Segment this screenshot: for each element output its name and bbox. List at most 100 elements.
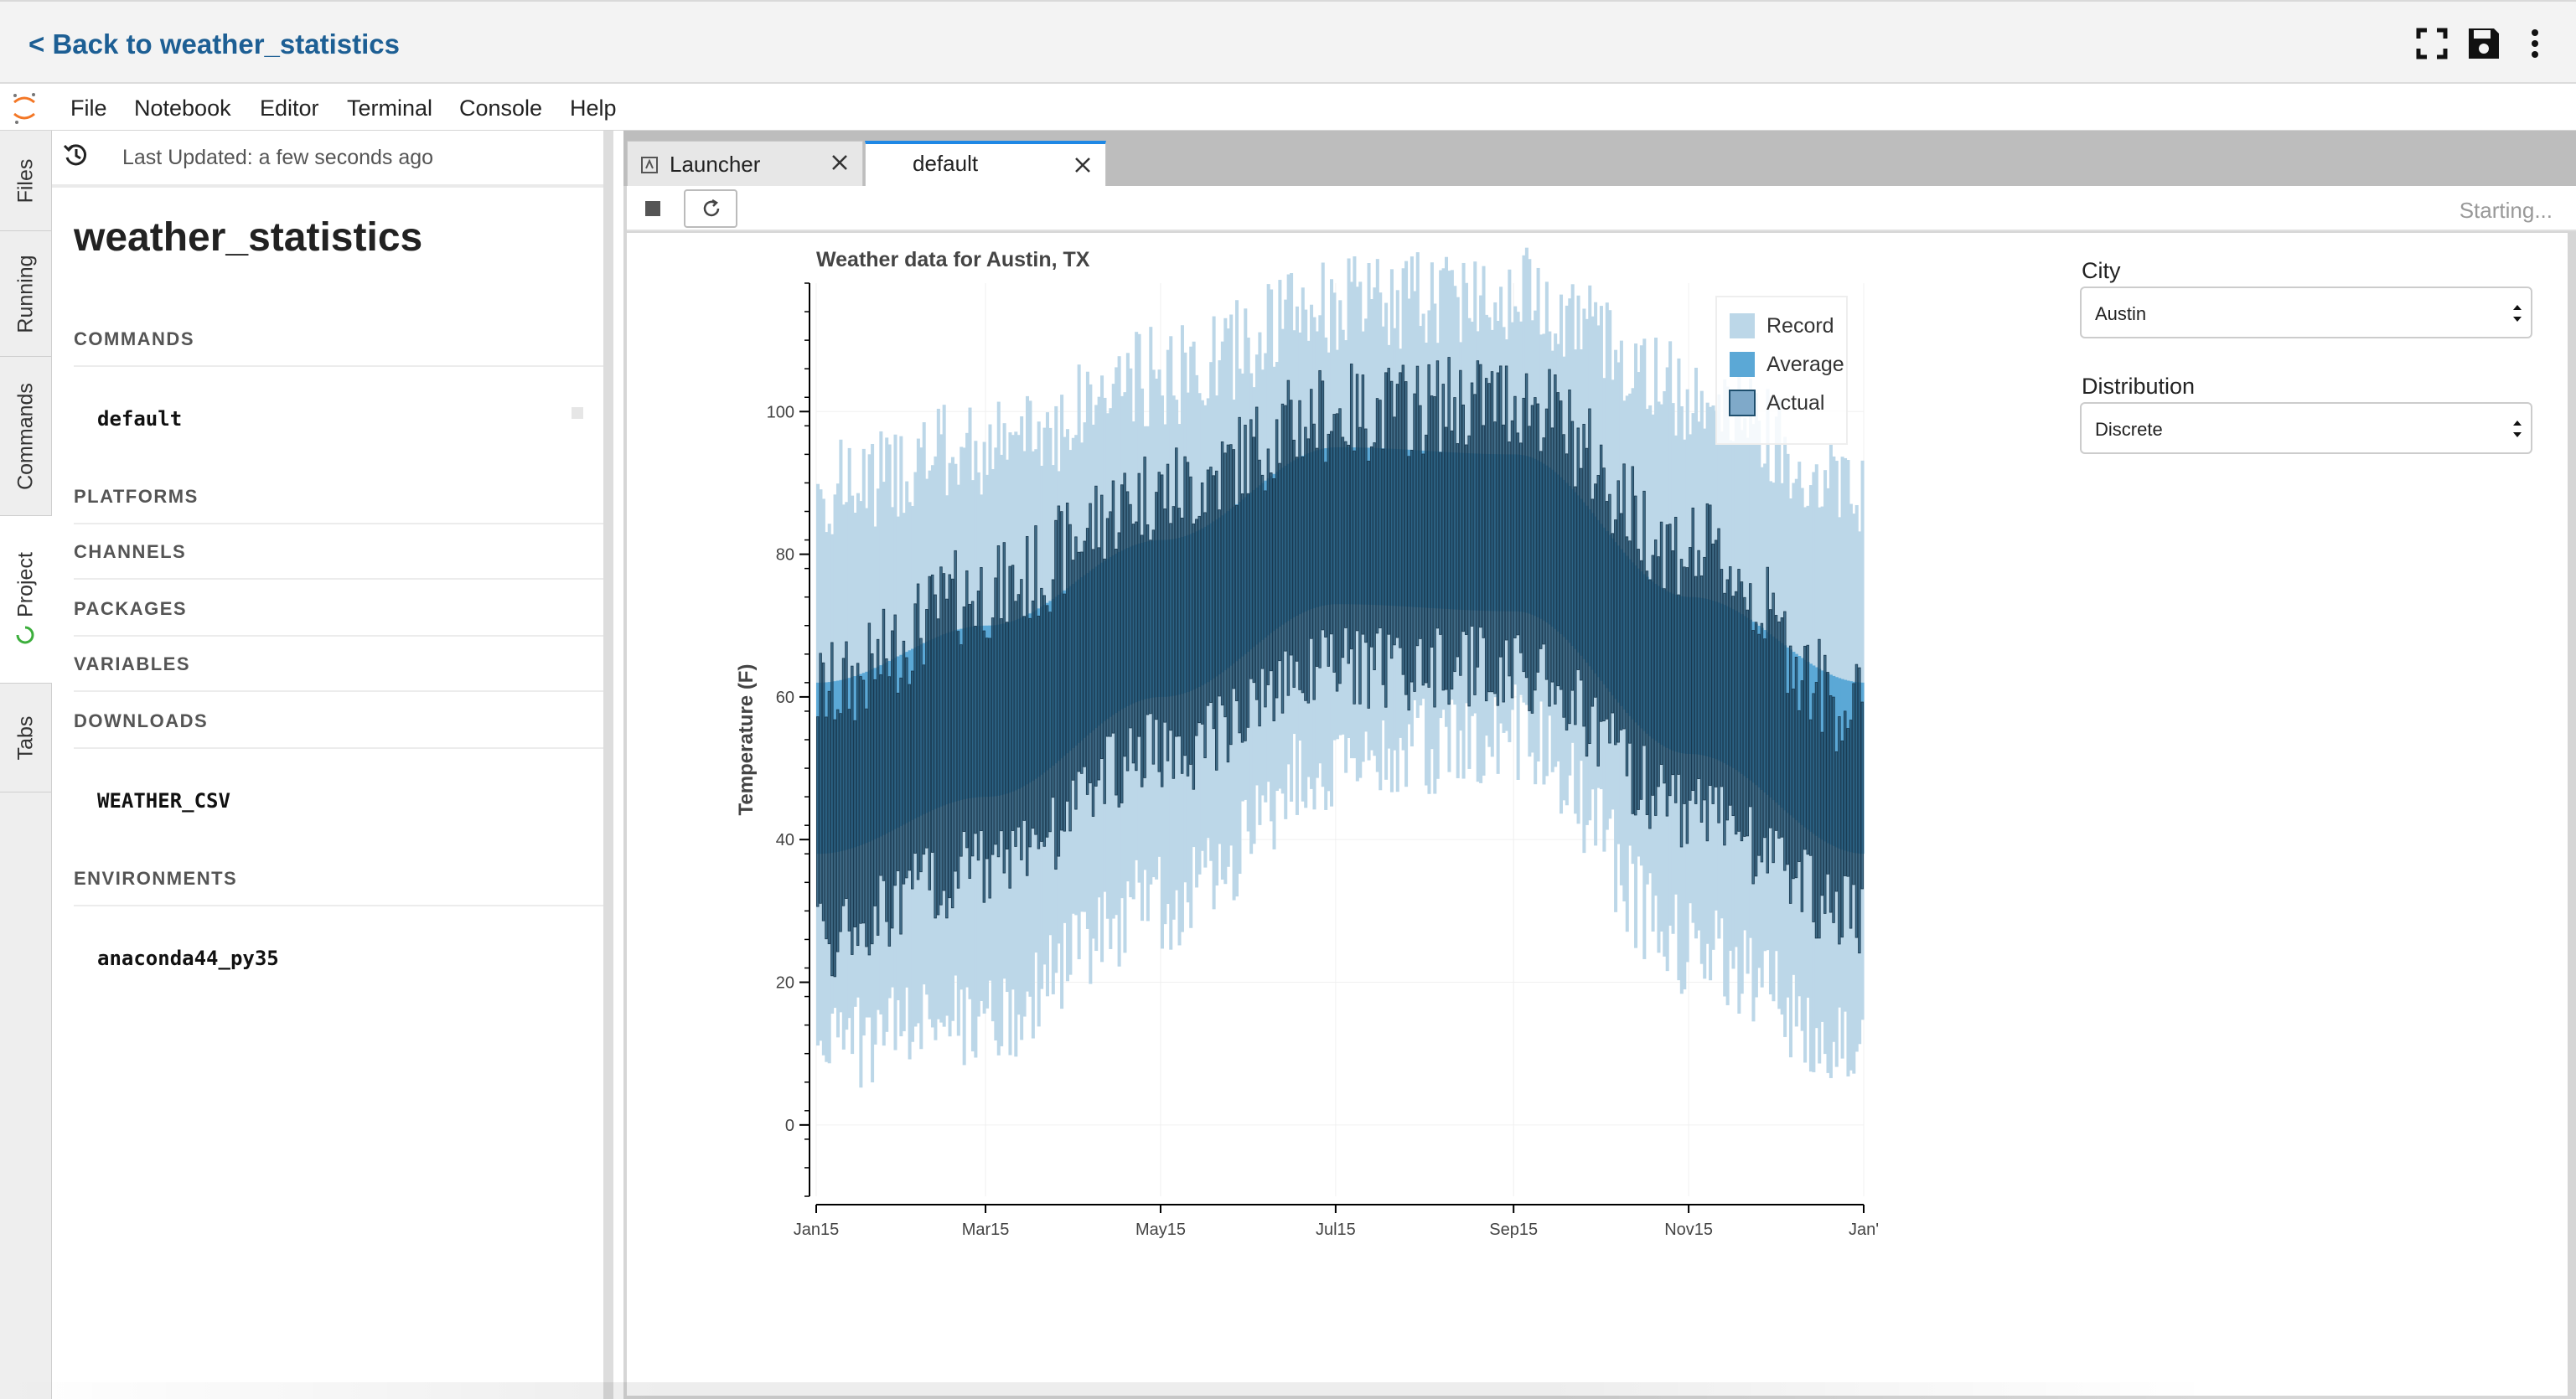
actual-bar [1169,523,1172,731]
actual-bar [1306,438,1311,704]
distribution-label: Distribution [2082,374,2196,399]
actual-bar [867,622,872,956]
more-vertical-icon[interactable] [2522,25,2548,62]
actual-bar [1725,579,1730,821]
actual-bar [1103,558,1106,804]
actual-bar [1605,501,1609,720]
close-icon[interactable] [830,153,849,172]
actual-bar [830,642,834,977]
actual-bar [1006,622,1009,850]
actual-bar [913,603,917,854]
side-tab-commands[interactable]: Commands [0,357,52,516]
actual-bar [1218,509,1221,697]
legend-label: Record [1766,314,1834,338]
actual-bar [1301,456,1305,694]
close-icon[interactable] [1073,156,1092,174]
section-packages[interactable]: PACKAGES [74,598,188,619]
command-status-indicator [572,407,583,419]
menu-console[interactable]: Console [459,96,543,121]
menu-file[interactable]: File [70,96,107,121]
actual-bar [976,591,980,861]
actual-bar [1264,490,1267,708]
actual-bar [819,653,822,904]
actual-bar [1252,436,1255,684]
actual-bar [1413,393,1416,692]
bottom-shadow [0,1382,2212,1399]
actual-bar [1803,645,1807,850]
actual-bar [1177,508,1181,737]
kernel-status: Starting... [2459,198,2553,223]
environment-item[interactable]: anaconda44_py35 [97,947,279,970]
actual-bar [1800,680,1804,912]
x-tick-label: May15 [1135,1221,1186,1239]
command-item-default[interactable]: default [97,407,183,431]
y-tick-label: 0 [785,1117,794,1135]
actual-bar [1163,508,1166,723]
actual-bar [1562,434,1565,718]
actual-bar [1792,689,1795,880]
actual-bar [1011,565,1015,831]
actual-bar [1585,447,1589,757]
section-channels[interactable]: CHANNELS [74,541,187,562]
actual-bar [1364,428,1368,643]
actual-bar [871,653,874,945]
actual-bar [1554,374,1557,705]
actual-bar [1045,605,1049,838]
actual-bar [1421,453,1425,686]
actual-bar [1272,478,1275,721]
city-select[interactable]: Austin [2080,287,2532,338]
side-tab-running[interactable]: Running [0,231,52,357]
actual-bar [1622,463,1626,730]
actual-bar [980,567,983,832]
actual-bar [1568,390,1571,725]
actual-bar [1355,374,1359,632]
history-icon[interactable] [62,141,91,169]
actual-bar [1588,408,1591,744]
y-tick-label: 40 [776,831,794,849]
actual-bar [928,576,931,891]
y-tick-label: 20 [776,974,794,993]
side-tab-project[interactable]: Project [0,516,52,684]
actual-bar [1100,494,1104,760]
actual-bar [945,598,949,919]
actual-bar [1249,419,1253,679]
actual-bar [1433,396,1436,708]
actual-bar [1717,528,1720,823]
section-platforms[interactable]: PLATFORMS [74,486,199,507]
tab-launcher[interactable]: Launcher [627,141,863,186]
actual-bar [1522,397,1525,673]
save-icon[interactable] [2465,25,2502,62]
actual-bar [919,638,923,873]
stop-icon[interactable] [645,201,660,216]
reload-button[interactable] [684,189,737,228]
actual-bar [1091,549,1095,817]
back-to-project-link[interactable]: < Back to weather_statistics [28,28,400,59]
side-tab-files[interactable]: Files [0,131,52,231]
actual-bar [1410,449,1414,683]
menu-notebook[interactable]: Notebook [134,96,231,121]
actual-bar [970,601,975,857]
actual-bar [1040,587,1043,842]
distribution-select[interactable]: Discrete [2080,402,2532,454]
actual-bar [1832,696,1835,923]
menu-editor[interactable]: Editor [260,96,319,121]
actual-bar [1556,392,1560,687]
legend-swatch [1730,352,1755,377]
fullscreen-icon[interactable] [2413,25,2450,62]
actual-bar [1399,372,1402,648]
menu-terminal[interactable]: Terminal [347,96,433,121]
actual-bar [1083,540,1086,767]
actual-bar [1042,595,1046,847]
actual-bar [1654,539,1658,816]
menu-help[interactable]: Help [570,96,617,121]
section-variables[interactable]: VARIABLES [74,653,190,674]
download-item-weather-csv[interactable]: WEATHER_CSV [97,789,230,813]
actual-bar [1461,404,1465,632]
tab-default[interactable]: default [865,141,1106,186]
actual-bar [994,577,997,845]
actual-bar [1729,566,1732,806]
side-tab-tabs[interactable]: Tabs [0,684,52,792]
divider [74,635,603,637]
actual-bar [1694,576,1698,804]
actual-bar [1200,482,1204,725]
